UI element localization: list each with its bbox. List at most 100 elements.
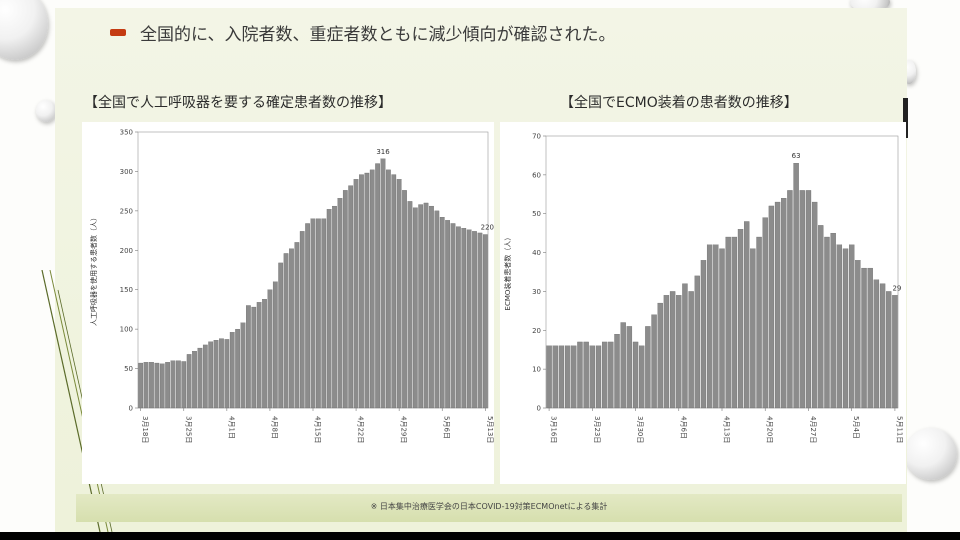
x-tick-label: 5月13日 (486, 416, 494, 443)
bar (873, 279, 880, 409)
bar (149, 362, 154, 409)
bar (326, 209, 332, 409)
bar (202, 344, 208, 409)
bar (429, 205, 434, 409)
bar (439, 217, 445, 409)
bar (811, 201, 818, 409)
bar (283, 253, 289, 409)
bar (867, 267, 873, 409)
x-tick-label: 5月11日 (895, 416, 903, 443)
bullet-icon (110, 28, 126, 36)
x-tick-label: 4月27日 (809, 416, 817, 443)
chart-title-ecmo: 【全国でECMO装着の患者数の推移】 (560, 95, 798, 111)
bar (861, 267, 867, 409)
bar (546, 345, 552, 409)
bar (595, 345, 602, 409)
bar (614, 334, 620, 409)
bar (577, 341, 583, 409)
bar (262, 299, 267, 409)
bar (364, 172, 370, 409)
bar (181, 361, 187, 409)
x-tick-label: 4月15日 (314, 416, 322, 443)
y-tick-label: 0 (537, 405, 541, 413)
bar (412, 207, 418, 409)
bar (849, 244, 855, 409)
footnote-text: ※ 日本集中治療医学会の日本COVID-19対策ECMOnetによる集計 (370, 502, 608, 511)
headline-text: 全国的に、入院者数、重症者数ともに減少傾向が確認された。 (140, 24, 616, 45)
bar (793, 163, 799, 409)
y-tick-label: 20 (532, 327, 541, 335)
bar (719, 248, 725, 409)
bar (818, 225, 824, 409)
bar (138, 362, 144, 409)
droplet-left (36, 100, 56, 122)
bar (165, 362, 170, 409)
bar (706, 244, 713, 409)
y-tick-label: 10 (532, 366, 541, 374)
x-tick-label: 3月25日 (184, 416, 192, 443)
bar (321, 218, 327, 409)
bar (725, 236, 731, 409)
y-tick-label: 0 (129, 405, 133, 413)
chart-title-ventilator: 【全国で人工呼吸器を要する確定患者数の推移】 (84, 95, 392, 111)
y-tick-label: 250 (120, 207, 133, 215)
bar (294, 242, 300, 409)
bar (589, 345, 595, 409)
bar (781, 198, 787, 409)
bar (176, 360, 181, 409)
bar (836, 244, 843, 409)
bar (477, 232, 483, 409)
bar (337, 198, 343, 409)
bar (359, 174, 364, 409)
bar (170, 360, 176, 409)
footnote-band: ※ 日本集中治療医学会の日本COVID-19対策ECMOnetによる集計 (76, 494, 902, 522)
bar (197, 347, 203, 409)
droplet-top-left (0, 0, 48, 60)
bar (805, 190, 812, 409)
bar (407, 201, 413, 409)
x-tick-label: 5月6日 (443, 416, 451, 439)
bar (700, 260, 707, 409)
x-tick-label: 3月30日 (636, 416, 644, 443)
bar (744, 221, 750, 409)
bar (762, 217, 768, 409)
bar (645, 326, 651, 409)
chart-ecmo: ECMO装着患者数（人） 0 10 20 30 40 50 60 70 63 29 3月16日 3月23… (500, 122, 906, 484)
bar (213, 340, 219, 409)
x-tick-label: 5月4日 (852, 416, 860, 439)
bar (626, 326, 633, 409)
bar (423, 202, 429, 409)
bar (571, 345, 577, 409)
bar (651, 314, 657, 409)
bar (663, 295, 670, 409)
bar (737, 229, 744, 409)
bar (601, 341, 608, 409)
y-tick-label: 30 (532, 288, 541, 296)
bar (240, 322, 246, 409)
y-tick-label: 70 (532, 133, 541, 141)
bar (583, 341, 589, 409)
bar (830, 232, 836, 409)
chart-ecmo-svg: ECMO装着患者数（人） 0 10 20 30 40 50 60 70 63 29 3月16日 3月23… (503, 133, 903, 444)
bar (713, 244, 719, 409)
headline-row: 全国的に、入院者数、重症者数ともに減少傾向が確認された。 (110, 18, 616, 46)
x-tick-label: 4月1日 (227, 416, 235, 439)
bar (756, 236, 762, 409)
droplet-bottom-right (905, 428, 957, 480)
bar (369, 169, 375, 409)
bar (391, 174, 397, 409)
bar (278, 262, 284, 409)
bar (267, 289, 273, 409)
bar (461, 228, 467, 409)
y-tick-label: 60 (532, 171, 541, 179)
bar (855, 260, 861, 409)
bar (620, 322, 626, 409)
bar (342, 190, 348, 409)
bar (386, 169, 391, 409)
bar (669, 291, 676, 409)
x-tick-label: 4月29日 (400, 416, 408, 443)
x-tick-label: 4月22日 (357, 416, 365, 443)
bar (353, 179, 359, 409)
bar (246, 305, 251, 409)
